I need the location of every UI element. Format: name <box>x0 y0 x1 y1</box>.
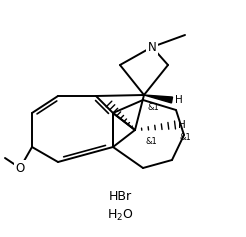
Text: N: N <box>148 41 156 54</box>
Text: &1: &1 <box>145 137 157 146</box>
Polygon shape <box>144 95 172 103</box>
Text: &1: &1 <box>180 132 192 141</box>
Text: H: H <box>178 120 186 130</box>
Text: HBr: HBr <box>108 190 132 202</box>
Text: &1: &1 <box>148 102 160 111</box>
Text: H$_2$O: H$_2$O <box>107 207 133 223</box>
Text: H: H <box>175 95 183 105</box>
Text: O: O <box>15 161 25 174</box>
